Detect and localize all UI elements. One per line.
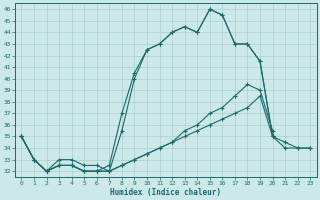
X-axis label: Humidex (Indice chaleur): Humidex (Indice chaleur) <box>110 188 221 197</box>
